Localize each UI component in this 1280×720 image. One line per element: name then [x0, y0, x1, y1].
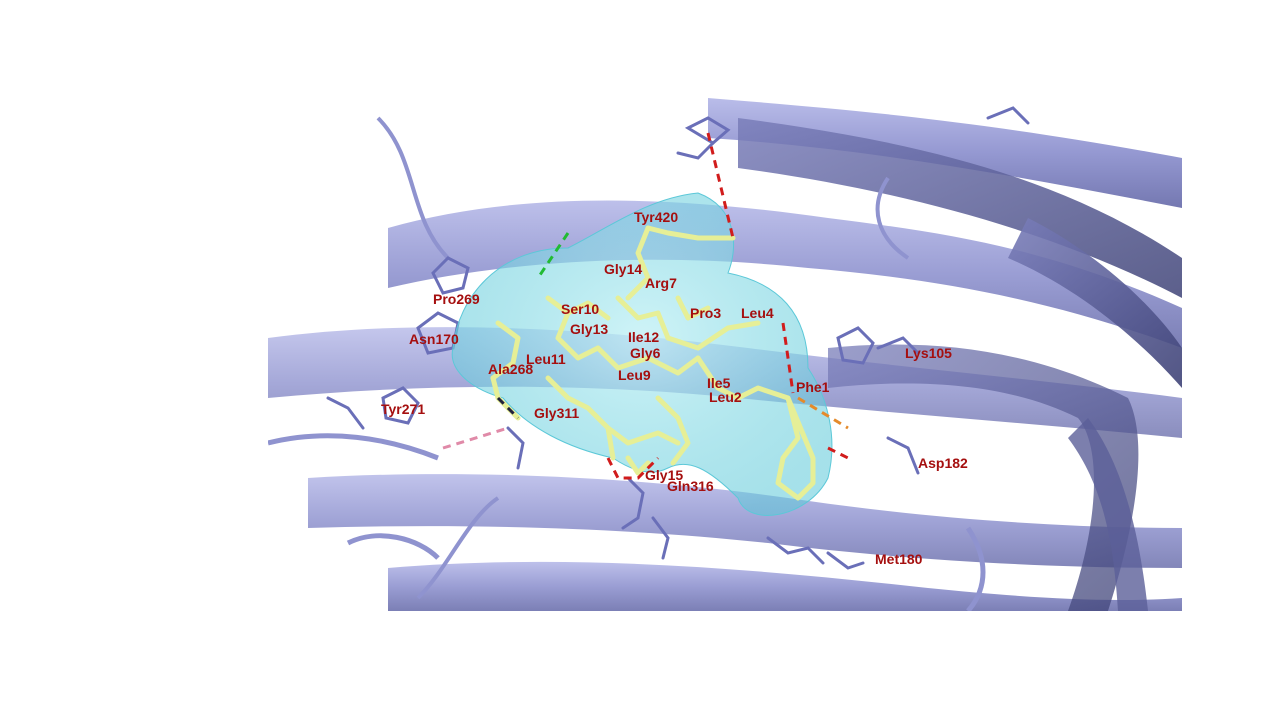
interaction-bonds [442, 132, 849, 480]
residue-label: Gln316 [667, 478, 714, 494]
residue-label: Leu2 [709, 389, 742, 405]
residue-label: Gly13 [570, 321, 609, 337]
residue-label: Ser10 [561, 301, 600, 317]
ligand-surface [451, 192, 833, 516]
residue-label: Tyr271 [381, 401, 426, 417]
structure-canvas [268, 98, 1182, 611]
residue-label: Leu9 [618, 367, 651, 383]
residue-label: Lys105 [905, 345, 952, 361]
residue-label: Arg7 [645, 275, 677, 291]
residue-label: Phe1 [796, 379, 830, 395]
residue-label: Gly15 [645, 467, 684, 483]
residue-label: Asn170 [409, 331, 459, 347]
residue-label: Ala268 [488, 361, 534, 377]
protein-sidechains [326, 106, 1030, 570]
residue-label: Tyr420 [634, 209, 679, 225]
residue-label: Pro3 [690, 305, 722, 321]
residue-label: Gly311 [534, 405, 580, 421]
residue-label: Ile12 [628, 329, 660, 345]
residue-label: Met180 [875, 551, 923, 567]
residue-label: Asp182 [918, 455, 968, 471]
ligand-sticks [490, 225, 816, 501]
residue-label: Pro269 [433, 291, 480, 307]
residue-label: Gly6 [630, 345, 661, 361]
residue-label: Leu11 [526, 351, 566, 367]
residue-label: Leu4 [741, 305, 774, 321]
residue-label: Gly14 [604, 261, 643, 277]
residue-label: Ile5 [707, 375, 731, 391]
structure-render [268, 98, 1182, 611]
